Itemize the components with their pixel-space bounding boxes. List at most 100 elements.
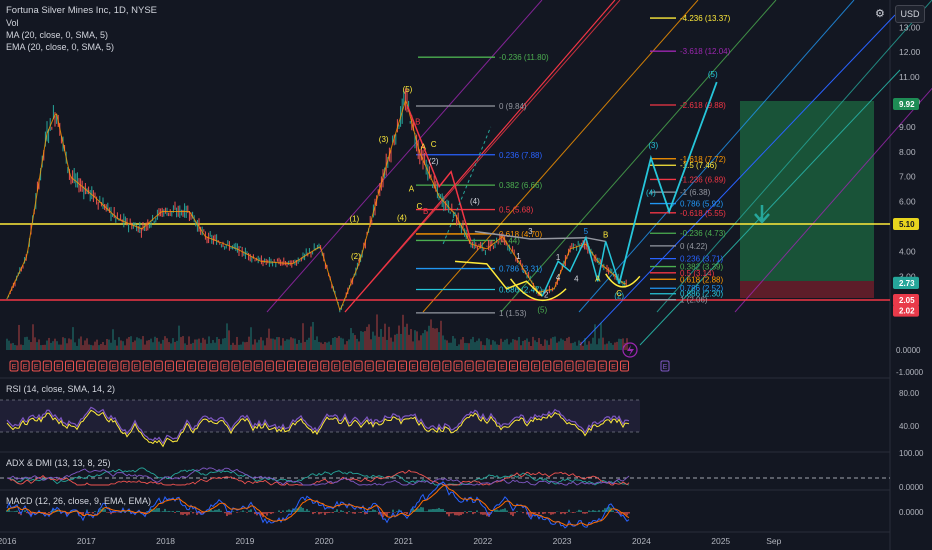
macd-line[interactable] xyxy=(6,481,630,529)
earnings-marker[interactable] xyxy=(342,360,352,372)
earnings-marker[interactable] xyxy=(309,360,319,372)
earnings-marker[interactable] xyxy=(542,360,552,372)
wave-label[interactable]: (2) xyxy=(614,292,624,301)
macd-legend[interactable]: MACD (12, 26, close, 9, EMA, EMA) xyxy=(6,496,152,506)
earnings-marker[interactable] xyxy=(53,360,63,372)
earnings-marker[interactable] xyxy=(660,360,670,372)
earnings-marker[interactable] xyxy=(176,360,185,372)
earnings-marker[interactable] xyxy=(320,360,330,372)
channel-line[interactable] xyxy=(579,14,896,346)
wave-label[interactable]: 5 xyxy=(584,227,589,236)
earnings-marker[interactable] xyxy=(287,360,296,372)
price-badge[interactable] xyxy=(893,97,919,110)
earnings-marker[interactable] xyxy=(220,360,230,372)
wave-label[interactable]: 4 xyxy=(556,273,561,282)
wave-label[interactable]: A xyxy=(595,274,601,283)
wave-label[interactable]: 2 xyxy=(544,290,549,299)
macd-pane[interactable] xyxy=(6,481,630,529)
earnings-marker[interactable] xyxy=(453,360,463,372)
wave-label[interactable]: (5) xyxy=(708,70,718,79)
earnings-marker[interactable] xyxy=(475,360,485,372)
trend-line[interactable] xyxy=(474,230,606,243)
earnings-marker[interactable] xyxy=(553,360,563,372)
adx-pane[interactable] xyxy=(0,467,890,486)
price-badge[interactable] xyxy=(893,293,919,306)
gear-icon[interactable]: ⚙ xyxy=(875,7,885,20)
wave-label[interactable]: (2) xyxy=(351,252,361,261)
earnings-marker[interactable] xyxy=(120,360,130,372)
wave-label[interactable]: A xyxy=(409,185,415,194)
wave-curve[interactable] xyxy=(509,278,567,302)
wave-label[interactable]: (2) xyxy=(429,157,439,166)
wave-label[interactable]: C xyxy=(416,202,422,211)
earnings-marker[interactable] xyxy=(87,360,97,372)
earnings-marker[interactable] xyxy=(76,360,86,372)
earnings-marker[interactable] xyxy=(298,360,308,372)
ma-legend[interactable]: MA (20, close, 0, SMA, 5) xyxy=(6,30,109,40)
earnings-marker[interactable] xyxy=(153,360,163,372)
earnings-marker[interactable] xyxy=(65,360,74,372)
earnings-marker[interactable] xyxy=(620,360,629,372)
profit-zone[interactable] xyxy=(740,101,874,281)
earnings-marker[interactable] xyxy=(331,360,341,372)
price-badge[interactable] xyxy=(893,277,919,290)
earnings-marker[interactable] xyxy=(98,360,108,372)
macd-signal-line[interactable] xyxy=(6,484,630,526)
wave-label[interactable]: B xyxy=(415,117,420,126)
wave-label[interactable]: (5) xyxy=(537,305,547,314)
earnings-marker[interactable] xyxy=(564,360,574,372)
earnings-marker[interactable] xyxy=(509,360,518,372)
wave-label[interactable]: 1 xyxy=(556,253,561,262)
wave-line[interactable] xyxy=(541,235,620,297)
rsi-legend[interactable]: RSI (14, close, SMA, 14, 2) xyxy=(6,384,116,394)
volume-legend[interactable]: Vol xyxy=(6,18,19,28)
symbol-title[interactable]: Fortuna Silver Mines Inc, 1D, NYSE xyxy=(6,5,157,16)
earnings-marker[interactable] xyxy=(198,360,208,372)
earnings-marker[interactable] xyxy=(264,360,274,372)
pitchfork-channels[interactable] xyxy=(266,0,932,346)
channel-line[interactable] xyxy=(500,0,777,313)
adx-line[interactable] xyxy=(6,467,630,486)
earnings-marker[interactable] xyxy=(420,360,430,372)
earnings-marker[interactable] xyxy=(586,360,596,372)
earnings-marker[interactable] xyxy=(464,360,474,372)
earnings-marker[interactable] xyxy=(431,360,441,372)
wave-label[interactable]: (4) xyxy=(470,197,480,206)
earnings-marker[interactable] xyxy=(187,360,197,372)
earnings-marker[interactable] xyxy=(575,360,585,372)
earnings-marker[interactable] xyxy=(253,360,263,372)
price-axis[interactable]: 13.0012.0011.0010.009.008.007.006.005.00… xyxy=(893,22,924,517)
wave-label[interactable]: 4 xyxy=(574,274,579,283)
earnings-marker[interactable] xyxy=(164,360,174,372)
long-position-tool[interactable] xyxy=(740,101,874,298)
wave-label[interactable]: (3) xyxy=(379,135,389,144)
price-badge[interactable] xyxy=(893,218,919,230)
wave-line[interactable] xyxy=(406,105,472,242)
rsi-pane[interactable] xyxy=(0,399,640,448)
channel-line[interactable] xyxy=(656,0,932,313)
wave-label[interactable]: (3) xyxy=(648,141,658,150)
median-line[interactable] xyxy=(344,0,616,313)
earnings-marker[interactable] xyxy=(20,360,30,372)
rsi-line[interactable] xyxy=(6,406,630,445)
earnings-marker[interactable] xyxy=(353,360,363,372)
earnings-marker[interactable] xyxy=(231,360,241,372)
wave-label[interactable]: 1 xyxy=(516,252,521,261)
price-badge[interactable] xyxy=(893,304,919,317)
wave-label[interactable]: (1) xyxy=(349,215,359,224)
time-axis[interactable]: 2016 2017 2018 2019 2020 2021 2022 2023 2024 2025… xyxy=(0,536,782,546)
wave-label[interactable]: C xyxy=(616,289,622,298)
earnings-marker[interactable] xyxy=(9,360,19,372)
channel-line[interactable] xyxy=(422,0,699,313)
earnings-marker[interactable] xyxy=(31,360,41,372)
fibonacci-levels[interactable]: 0 (9.84) 0.236 (7.88) 0.382 (6.66) 0.5 (5.6… xyxy=(416,14,731,318)
wave-label[interactable]: 3 xyxy=(528,227,533,236)
earnings-marker[interactable] xyxy=(131,360,141,372)
earnings-marker[interactable] xyxy=(42,360,52,372)
wave-label[interactable]: B xyxy=(423,207,428,216)
earnings-marker[interactable] xyxy=(209,360,219,372)
wave-curve[interactable] xyxy=(605,273,641,288)
projection-wave[interactable] xyxy=(618,81,718,284)
channel-line[interactable] xyxy=(344,0,621,313)
